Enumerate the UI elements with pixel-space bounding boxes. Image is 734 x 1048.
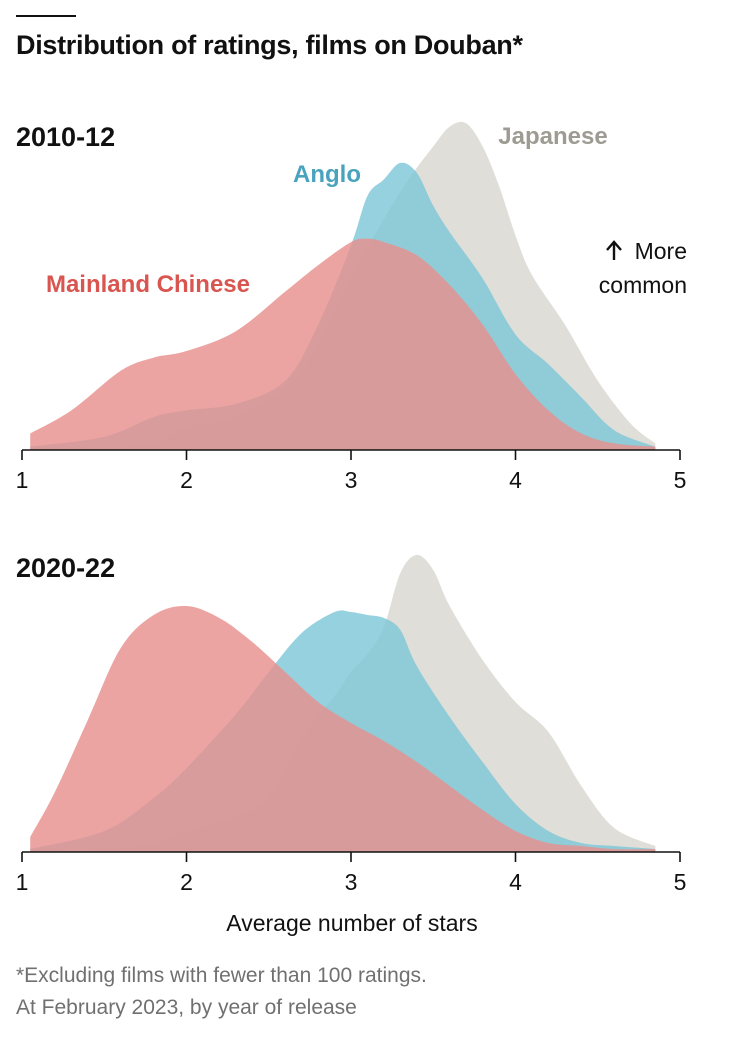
- footnote: *Excluding films with fewer than 100 rat…: [16, 960, 427, 1024]
- x-tick-label: 2: [180, 869, 193, 895]
- arrow-head: [606, 240, 622, 251]
- x-tick-label: 1: [16, 467, 29, 493]
- x-tick-label: 5: [674, 467, 687, 493]
- chart-title: Distribution of ratings, films on Douban…: [16, 30, 523, 60]
- area-mainland-chinese: [30, 605, 656, 852]
- x-axis-title: Average number of stars: [226, 910, 477, 936]
- up-arrow-icon: [606, 240, 622, 260]
- series-label-mainland-chinese: Mainland Chinese: [46, 271, 250, 298]
- panel-label: 2010-12: [16, 122, 115, 152]
- annotation-more: More: [635, 238, 687, 264]
- x-tick-label: 3: [345, 869, 358, 895]
- x-tick-label: 4: [509, 467, 522, 493]
- annotation-common: common: [599, 272, 687, 298]
- x-tick-label: 4: [509, 869, 522, 895]
- x-tick-label: 5: [674, 869, 687, 895]
- panel-1: 2010-12 1 2 3 4 5 Japanese Anglo Mainland Chines…: [16, 121, 687, 493]
- x-tick-label: 3: [345, 467, 358, 493]
- series-label-anglo: Anglo: [293, 161, 361, 188]
- panel-2: 2020-22 1 2 3 4 5 Average number of stars: [16, 553, 687, 936]
- x-tick-label: 1: [16, 869, 29, 895]
- series-label-japanese: Japanese: [498, 123, 607, 150]
- area-mainland-chinese: [30, 238, 656, 450]
- panel-label: 2020-22: [16, 553, 115, 583]
- top-rule: [16, 15, 76, 17]
- footnote-line-1: *Excluding films with fewer than 100 rat…: [16, 964, 427, 987]
- footnote-line-2: At February 2023, by year of release: [16, 996, 357, 1019]
- x-tick-label: 2: [180, 467, 193, 493]
